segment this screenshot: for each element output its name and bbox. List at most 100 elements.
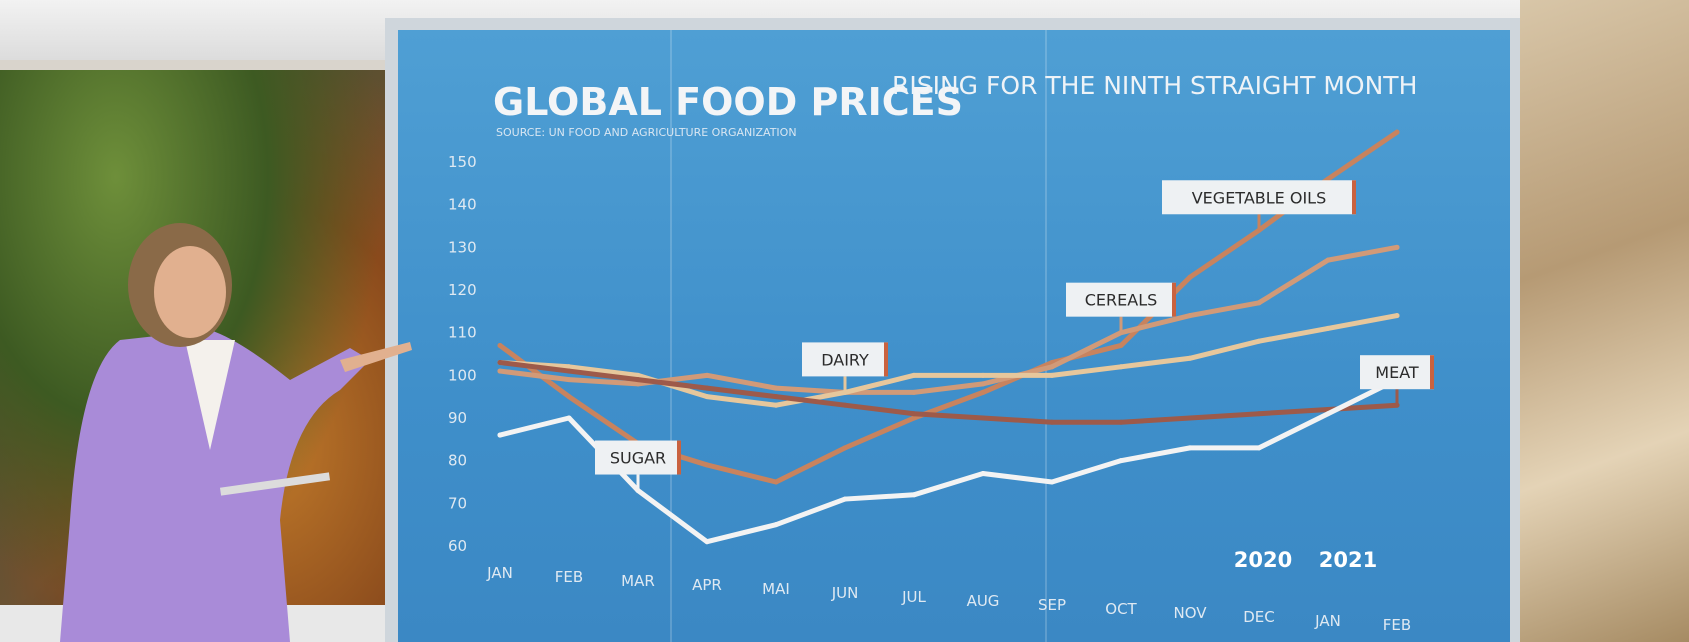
data-point [1118, 419, 1124, 425]
series-label-accent [1352, 180, 1356, 215]
data-point [911, 415, 917, 421]
x-tick-label: FEB [555, 568, 583, 586]
presenter [40, 220, 460, 642]
data-point [635, 377, 641, 383]
data-point [1049, 419, 1055, 425]
x-tick-label: JAN [486, 564, 513, 582]
screen-seam [670, 30, 672, 642]
x-tick-label: MAI [762, 580, 790, 598]
data-point [980, 415, 986, 421]
data-point [1049, 364, 1055, 370]
y-tick-label: 100 [448, 366, 477, 384]
series-line-meat [497, 360, 1400, 425]
data-point [1187, 274, 1193, 280]
y-tick-label: 130 [448, 238, 477, 256]
data-point [497, 368, 503, 374]
series-line-cereals [497, 244, 1400, 395]
series-line-sugar [497, 377, 1400, 545]
data-point [980, 470, 986, 476]
x-tick-label: JUN [831, 584, 859, 602]
data-point [1049, 372, 1055, 378]
data-point [1187, 313, 1193, 319]
y-tick-label: 70 [448, 494, 467, 512]
data-point [1256, 411, 1262, 417]
screen-seam [1045, 30, 1047, 642]
x-tick-label: FEB [1383, 616, 1411, 634]
video-wall-screen [398, 30, 1510, 642]
chart-subtitle: RISING FOR THE NINTH STRAIGHT MONTH [892, 71, 1417, 100]
series-label-accent [1172, 282, 1176, 317]
data-point [704, 539, 710, 545]
x-tick-label: MAR [621, 572, 655, 590]
x-tick-label: NOV [1173, 604, 1207, 622]
x-tick-label: OCT [1105, 600, 1137, 618]
data-point [773, 479, 779, 485]
data-point [911, 372, 917, 378]
series-label-box [595, 440, 681, 475]
data-point [1256, 300, 1262, 306]
data-point [704, 385, 710, 391]
data-point [497, 342, 503, 348]
y-tick-label: 110 [448, 324, 477, 342]
series-label-accent [677, 440, 681, 475]
x-tick-label: SEP [1038, 596, 1066, 614]
data-point [566, 368, 572, 374]
series-label-box [1066, 282, 1176, 317]
data-point [911, 389, 917, 395]
data-point [773, 402, 779, 408]
x-tick-label: DEC [1243, 608, 1275, 626]
y-tick-label: 90 [448, 409, 467, 427]
x-tick-label: JAN [1314, 612, 1341, 630]
series-line-dairy [497, 313, 1400, 408]
series-label-box [1162, 180, 1356, 215]
data-point [566, 394, 572, 400]
data-point [1118, 342, 1124, 348]
data-point [1187, 355, 1193, 361]
data-point [1394, 129, 1400, 135]
x-tick-label: AUG [967, 592, 1000, 610]
series-label-box [1360, 355, 1434, 390]
data-point [1325, 411, 1331, 417]
series-label: SUGAR [610, 449, 666, 468]
data-point [1256, 445, 1262, 451]
y-tick-label: 60 [448, 537, 467, 555]
year-label: 2021 [1319, 548, 1377, 572]
bread-photo [1520, 0, 1689, 642]
data-point [980, 381, 986, 387]
chart-title: GLOBAL FOOD PRICES [493, 80, 963, 124]
y-tick-label: 150 [448, 153, 477, 171]
data-point [635, 381, 641, 387]
series-label: MEAT [1375, 363, 1419, 382]
data-point [635, 372, 641, 378]
series-label-box [802, 342, 888, 377]
x-tick-label: JUL [901, 588, 926, 606]
data-point [1187, 415, 1193, 421]
data-point [980, 372, 986, 378]
series-label-accent [884, 342, 888, 377]
data-point [773, 394, 779, 400]
chart-source: SOURCE: UN FOOD AND AGRICULTURE ORGANIZA… [496, 126, 797, 139]
y-tick-label: 120 [448, 281, 477, 299]
data-point [1394, 244, 1400, 250]
data-point [1118, 458, 1124, 464]
data-point [1256, 338, 1262, 344]
series-label: DAIRY [821, 350, 869, 369]
data-point [842, 496, 848, 502]
data-point [1049, 479, 1055, 485]
data-point [704, 372, 710, 378]
data-point [911, 411, 917, 417]
data-point [566, 377, 572, 383]
data-point [704, 394, 710, 400]
y-tick-label: 140 [448, 196, 477, 214]
data-point [842, 445, 848, 451]
data-point [1325, 325, 1331, 331]
data-point [1394, 313, 1400, 319]
data-point [497, 360, 503, 366]
year-label: 2020 [1234, 548, 1292, 572]
data-point [773, 385, 779, 391]
data-point [566, 415, 572, 421]
data-point [773, 522, 779, 528]
data-point [1325, 257, 1331, 263]
x-tick-label: APR [692, 576, 722, 594]
data-point [1118, 364, 1124, 370]
